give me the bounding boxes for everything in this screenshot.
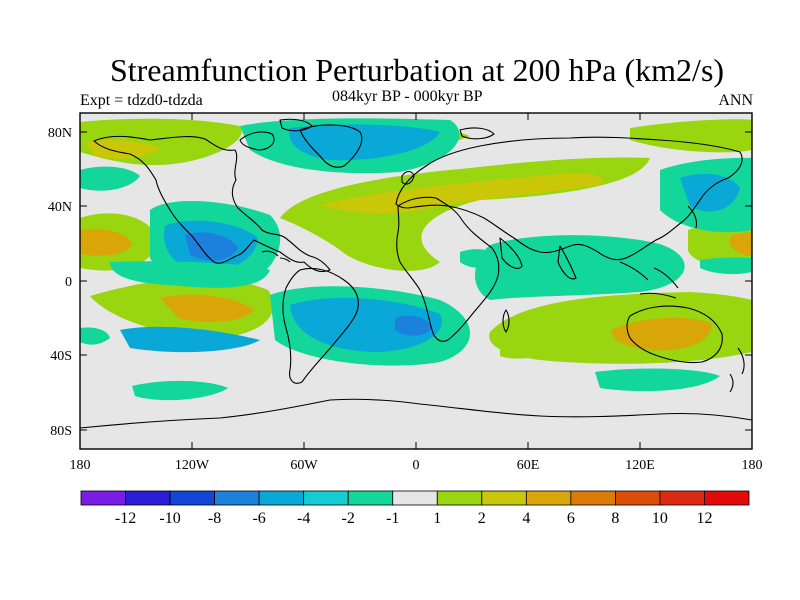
greenland-coast [299, 124, 363, 168]
colorbar-label: 8 [611, 510, 619, 527]
colorbar-swatch [615, 490, 661, 506]
longitude-label: 60E [517, 458, 540, 473]
south-pacific-positive-core [160, 294, 254, 323]
colorbar-label: 2 [478, 510, 486, 527]
new-zealand-coast [729, 347, 745, 393]
south-indian-negative [460, 249, 500, 268]
southeast-asia-islands [619, 261, 679, 299]
latitude-label: 80N [48, 126, 72, 141]
latitude-label: 40S [50, 349, 72, 364]
south-pacific-negative-mid [120, 326, 260, 353]
south-america-coast [282, 267, 359, 384]
west-pacific-negative-core [680, 173, 740, 212]
colorbar-label: 6 [567, 510, 575, 527]
colorbar-label: -1 [386, 510, 399, 527]
southern-ocean-negative-west [132, 380, 228, 401]
colorbar: -12 -10 -8 -6 -4 -2 -1 1 2 4 6 8 10 12 [80, 490, 750, 527]
positive-anomaly-regions [80, 118, 752, 364]
north-pacific-east-core [80, 228, 132, 256]
north-america-negative-core [185, 232, 238, 261]
colorbar-swatch [258, 490, 305, 506]
colorbar-swatch [169, 490, 215, 506]
colorbar-swatch [481, 490, 527, 506]
colorbar-label: -6 [252, 510, 265, 527]
chart-title: Streamfunction Perturbation at 200 hPa (… [109, 52, 725, 88]
colorbar-label: -4 [297, 510, 310, 527]
longitude-label: 0 [413, 458, 420, 473]
arctic-positive-core [85, 140, 160, 159]
south-pacific-negative-region [110, 261, 270, 288]
colorbar-swatch [659, 490, 705, 506]
latitude-label: 40N [48, 200, 72, 215]
latitude-label: 80S [50, 424, 72, 439]
north-pacific-far-west-negative [80, 166, 140, 191]
latitude-label: 0 [65, 275, 72, 290]
coastlines [80, 118, 752, 429]
europe-africa-coast [396, 196, 500, 342]
antarctic-margin-negative [595, 368, 720, 392]
colorbar-label: -10 [159, 510, 180, 527]
colorbar-swatch [570, 490, 616, 506]
australia-positive-core [611, 317, 712, 351]
north-pacific-west-core [730, 232, 752, 256]
colorbar-swatch [214, 490, 260, 506]
southeast-pacific-negative [80, 327, 110, 345]
longitude-label: 120E [625, 458, 655, 473]
season-label: ANN [718, 92, 753, 109]
canada-negative-core [289, 124, 440, 161]
colorbar-swatch [704, 490, 750, 506]
southern-ocean-positive [500, 346, 545, 359]
colorbar-label: 12 [696, 510, 712, 527]
colorbar-swatch [525, 490, 572, 506]
longitude-label: 60W [290, 458, 318, 473]
colorbar-label: -12 [115, 510, 136, 527]
caribbean-islands [261, 250, 291, 263]
british-isles-coast [401, 170, 415, 185]
colorbar-label: -8 [208, 510, 221, 527]
longitude-label: 120W [175, 458, 210, 473]
contour-fields [80, 118, 752, 429]
negative-anomaly-regions [80, 118, 752, 401]
colorbar-swatch [125, 490, 171, 506]
arabia-india-coast [499, 237, 577, 280]
australia-coast [626, 305, 723, 364]
colorbar-label: 10 [652, 510, 668, 527]
colorbar-label: -2 [342, 510, 355, 527]
longitude-label: 180 [742, 458, 763, 473]
arctic-islands-coast [239, 118, 495, 151]
colorbar-label: 4 [522, 510, 530, 527]
colorbar-swatch [392, 490, 438, 506]
colorbar-swatch [347, 490, 394, 506]
antarctica-coast [80, 398, 752, 429]
experiment-label: Expt = tdzd0-tdzda [80, 92, 203, 109]
indian-ocean-negative-region [475, 235, 685, 300]
period-label: 084kyr BP - 000kyr BP [332, 88, 483, 105]
colorbar-label: 1 [433, 510, 441, 527]
south-atlantic-negative-core [395, 315, 432, 336]
south-atlantic-negative-mid [290, 297, 442, 352]
colorbar-swatch [80, 490, 126, 506]
north-america-coast [93, 135, 331, 273]
arctic-east-positive-region [630, 119, 752, 153]
eurasia-coast [395, 136, 743, 261]
japan-coast [687, 205, 698, 229]
longitude-label: 180 [70, 458, 91, 473]
colorbar-swatch [303, 490, 349, 506]
madagascar-coast [502, 309, 510, 333]
latitude-axis: 80N 40N 0 40S 80S [48, 126, 752, 439]
central-america-negative [700, 257, 752, 275]
colorbar-swatch [436, 490, 483, 506]
longitude-axis: 180 120W 60W 0 60E 120E 180 [70, 113, 763, 473]
north-atlantic-positive-core [320, 173, 603, 214]
